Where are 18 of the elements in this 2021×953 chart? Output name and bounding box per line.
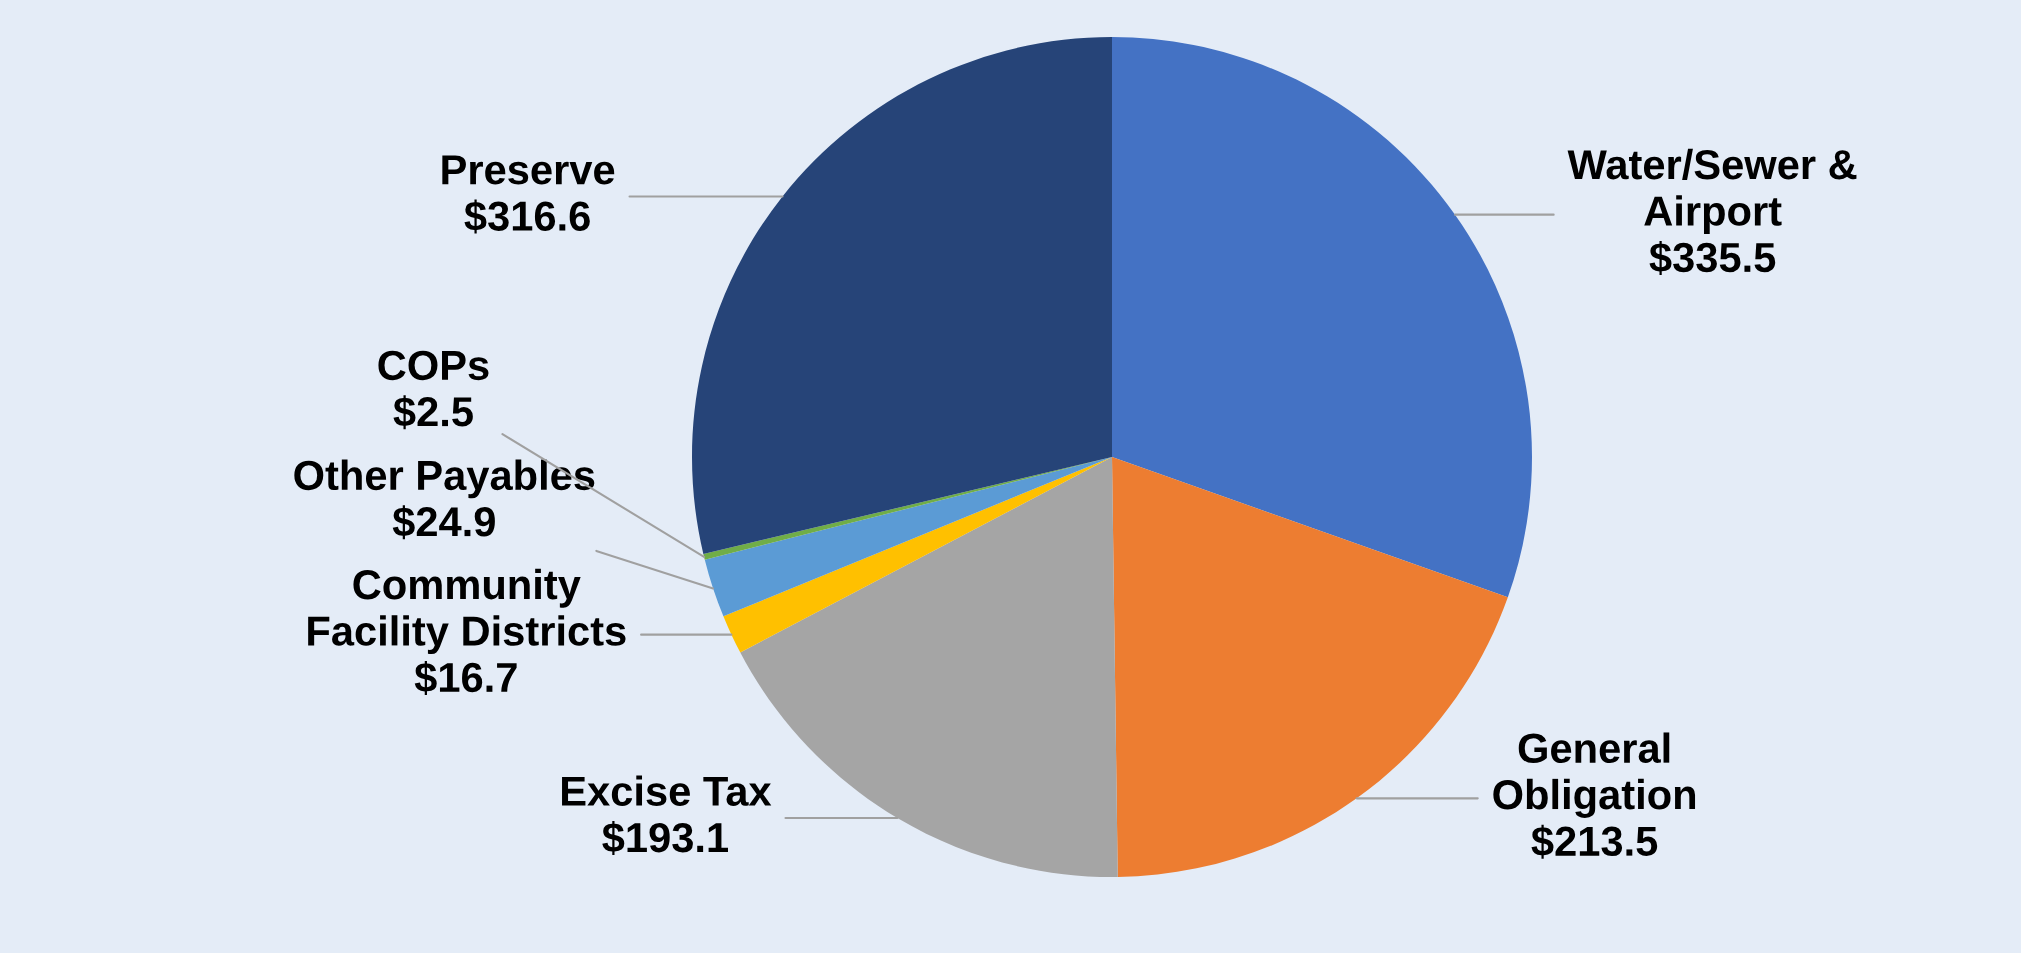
data-label: $16.7	[414, 660, 517, 695]
data-label: $213.5	[1531, 824, 1658, 859]
pie-slice	[692, 37, 1112, 554]
data-label: $335.5	[1649, 240, 1776, 275]
slice-label: COPs	[378, 350, 489, 381]
slice-label: Other Payables	[294, 459, 595, 499]
slice-label: General Obligation	[1493, 732, 1696, 818]
slice-label: Water/Sewer & Airport	[1567, 148, 1857, 235]
slice-label: Preserve	[442, 155, 615, 185]
data-label: $316.6	[464, 199, 590, 234]
data-label: $24.9	[392, 505, 495, 540]
pie-slice	[704, 457, 1112, 617]
data-label: $2.5	[393, 395, 473, 430]
slice-label: Excise Tax	[562, 775, 772, 806]
data-label: $193.1	[602, 821, 728, 856]
pie-slice	[1112, 37, 1532, 598]
pie-slice	[723, 457, 1112, 653]
slice-label: Community Facility Districts	[308, 568, 626, 655]
